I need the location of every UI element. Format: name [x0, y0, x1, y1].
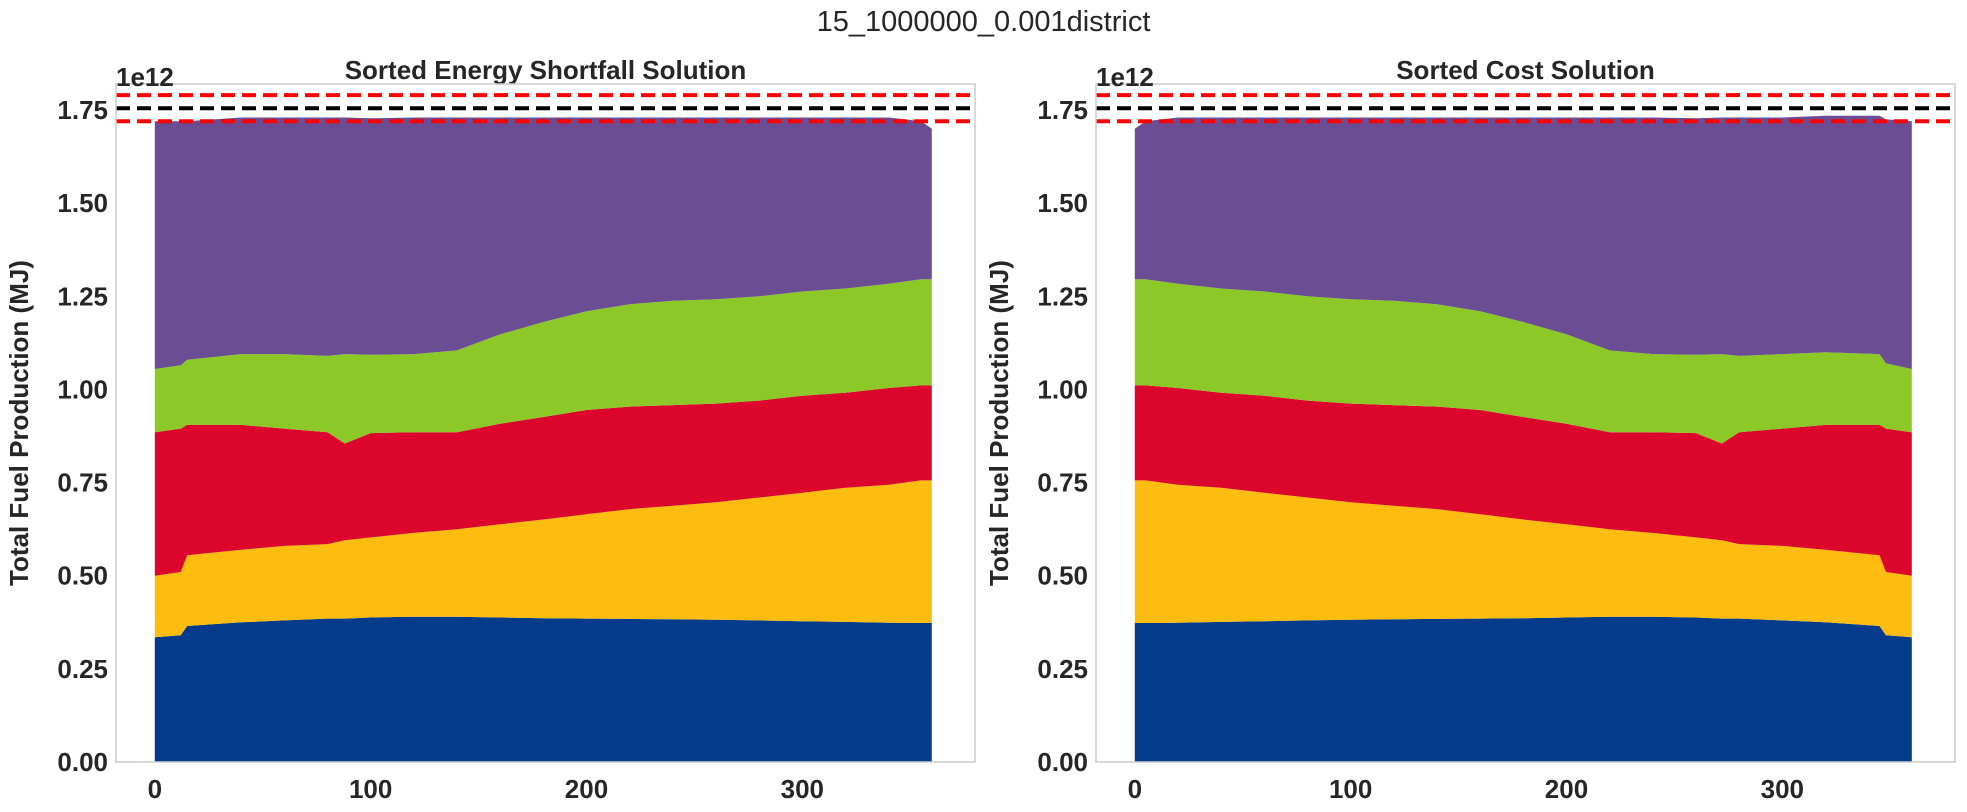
area-series-5 [1134, 115, 1912, 369]
area-series-2 [154, 480, 932, 638]
area-series-1 [1134, 616, 1912, 762]
y-tick-label: 0.75 [57, 468, 108, 498]
y-tick-label: 0.00 [57, 747, 108, 777]
x-tick-label: 300 [781, 774, 824, 804]
x-tick-label: 0 [1128, 774, 1142, 804]
y-tick-label: 1.50 [1037, 188, 1088, 218]
y-tick-label: 1.00 [57, 374, 108, 404]
x-tick-label: 100 [1329, 774, 1372, 804]
chart-title: Sorted Energy Shortfall Solution [345, 55, 747, 85]
y-tick-label: 0.25 [57, 654, 108, 684]
x-tick-label: 300 [1761, 774, 1804, 804]
y-axis-label: Total Fuel Production (MJ) [984, 260, 1014, 586]
y-tick-label: 0.75 [1037, 468, 1088, 498]
y-tick-label: 1.25 [57, 281, 108, 311]
y-offset-text: 1e12 [1096, 62, 1154, 92]
chart-title: Sorted Cost Solution [1396, 55, 1655, 85]
right-panel: Sorted Cost Solution 0.00 0.25 0.50 0.75 1.00… [984, 55, 1956, 804]
y-tick-label: 1.25 [1037, 281, 1088, 311]
area-series-5 [154, 117, 932, 369]
x-tick-label: 100 [349, 774, 392, 804]
area-series-1 [154, 616, 932, 762]
area-series-4 [154, 279, 932, 444]
y-tick-label: 1.00 [1037, 374, 1088, 404]
x-tick-label: 200 [565, 774, 608, 804]
plot-frame [1095, 83, 1956, 763]
left-panel: Sorted Energy Shortfall Solution 0.00 0.25… [4, 55, 976, 804]
plot-frame [115, 83, 976, 763]
area-series-2 [1134, 480, 1912, 638]
y-tick-label: 1.75 [57, 95, 108, 125]
y-tick-label: 0.00 [1037, 747, 1088, 777]
y-offset-text: 1e12 [116, 62, 174, 92]
area-series-4 [1134, 279, 1912, 444]
area-series-3 [1134, 385, 1912, 576]
x-tick-label: 200 [1545, 774, 1588, 804]
y-tick-label: 1.75 [1037, 95, 1088, 125]
x-tick-label: 0 [148, 774, 162, 804]
y-axis-label: Total Fuel Production (MJ) [4, 260, 34, 586]
figure-suptitle: 15_1000000_0.001district [816, 6, 1151, 38]
area-series-3 [154, 385, 932, 576]
y-tick-label: 0.50 [1037, 561, 1088, 591]
y-tick-label: 0.50 [57, 561, 108, 591]
y-tick-label: 1.50 [57, 188, 108, 218]
y-tick-label: 0.25 [1037, 654, 1088, 684]
